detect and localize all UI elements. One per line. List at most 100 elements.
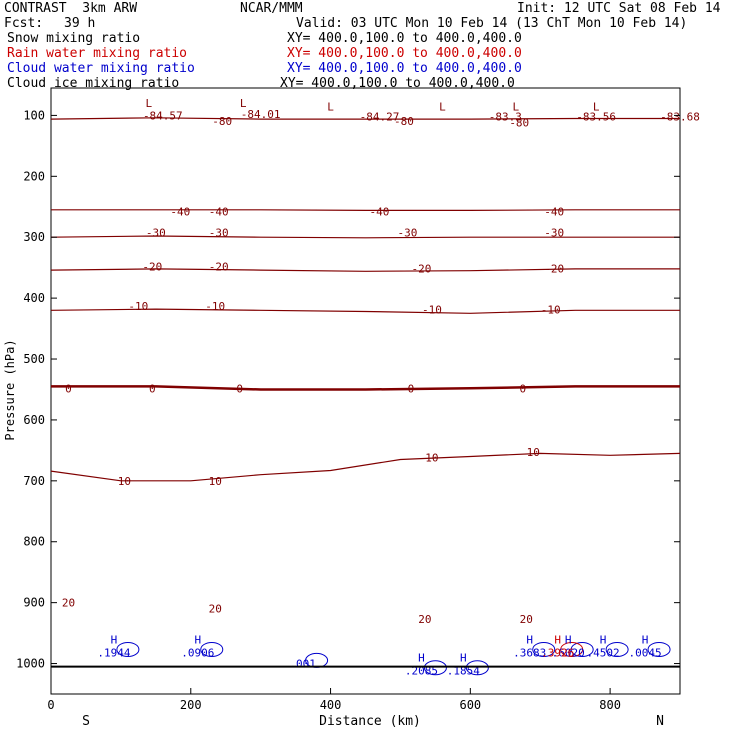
contour-label: 20 xyxy=(418,613,431,626)
contour-label: 0 xyxy=(519,382,526,395)
forecast-hours: 39 h xyxy=(64,16,96,31)
field-cloudwater-xy: XY= 400.0,100.0 to 400.0,400.0 xyxy=(287,61,522,76)
contour-label: -83.3 xyxy=(489,111,522,124)
y-axis-title: Pressure (hPa) xyxy=(3,339,17,440)
cloud-contour xyxy=(605,641,629,657)
cloud-contour xyxy=(465,660,489,676)
y-tick-label: 800 xyxy=(23,535,45,549)
isotherm-line xyxy=(50,268,680,272)
isotherm-line xyxy=(50,117,680,120)
cloud-contour xyxy=(116,641,140,657)
contour-label: -10 xyxy=(422,304,442,317)
cloud-max-marker: H xyxy=(642,633,649,646)
y-tick-label: 300 xyxy=(23,230,45,244)
y-tick-label: 200 xyxy=(23,169,45,183)
contour-label: -40 xyxy=(544,206,564,219)
init-time: Init: 12 UTC Sat 08 Feb 14 xyxy=(517,1,721,16)
model-title: CONTRAST 3km ARW xyxy=(4,1,138,16)
contour-label: -20 xyxy=(209,260,229,273)
isotherm-line xyxy=(50,452,681,482)
contour-label: 10 xyxy=(527,446,540,459)
contour-label: -80 xyxy=(509,117,529,130)
isotherm-line xyxy=(50,308,680,314)
low-marker: L xyxy=(593,100,600,113)
contour-label: 0 xyxy=(408,382,415,395)
contour-label: 20 xyxy=(62,597,75,610)
contour-label: -10 xyxy=(128,300,148,313)
contour-label: -84.57 xyxy=(143,109,183,122)
low-marker: L xyxy=(439,100,446,113)
y-tick-label: 400 xyxy=(23,291,45,305)
rain-max-value: .3926 xyxy=(541,646,574,659)
cloud-contour xyxy=(200,641,224,657)
y-tick-label: 100 xyxy=(23,108,45,122)
contour-label: 20 xyxy=(209,603,222,616)
contour-label: 10 xyxy=(425,452,438,465)
cloud-max-marker: H xyxy=(418,652,425,665)
contour-label: -83.68 xyxy=(660,111,700,124)
label-layer: -84.57 -84.01 -84.27 -83.3 -83.56 -83.68 -80 -8… xyxy=(62,97,700,677)
contour-label: -83.56 xyxy=(576,111,616,124)
cloud-max-marker: H xyxy=(460,652,467,665)
rain-contour xyxy=(560,641,584,657)
low-marker: L xyxy=(512,100,519,113)
isotherm-line xyxy=(51,209,680,211)
x-tick-label: 400 xyxy=(320,698,342,712)
contour-label: -30 xyxy=(397,226,417,239)
field-rain-name: Rain water mixing ratio xyxy=(7,46,188,61)
cloud-contour xyxy=(647,641,671,657)
cloud-max-value: .0906 xyxy=(181,646,214,659)
cloud-max-value: .3683 xyxy=(513,646,546,659)
field-cloudice-xy: XY= 400.0,100.0 to 400.0,400.0 xyxy=(280,76,515,91)
cloud-max-value: .1944 xyxy=(97,646,130,659)
south-end-label: S xyxy=(82,714,90,729)
contour-label: -10 xyxy=(205,300,225,313)
y-tick-label: 900 xyxy=(23,596,45,610)
y-tick-label: 500 xyxy=(23,352,45,366)
contour-label: 20 xyxy=(520,613,533,626)
contour-label: -84.01 xyxy=(241,108,281,121)
x-tick-label: 0 xyxy=(47,698,54,712)
valid-time: Valid: 03 UTC Mon 10 Feb 14 (13 ChT Mon … xyxy=(296,16,688,31)
cloud-max-marker: H xyxy=(565,633,572,646)
cloud-max-value: .4502 xyxy=(587,646,620,659)
contour-label: -80 xyxy=(394,115,414,128)
field-rain-xy: XY= 400.0,100.0 to 400.0,400.0 xyxy=(287,46,522,61)
contour-label: -30 xyxy=(146,226,166,239)
center-title: NCAR/MMM xyxy=(240,1,303,16)
cloud-contour xyxy=(570,641,594,657)
contour-label: 0 xyxy=(236,382,243,395)
contour-label: -20 xyxy=(142,260,162,273)
field-snow-name: Snow mixing ratio xyxy=(7,31,141,46)
y-tick-label: 600 xyxy=(23,413,45,427)
isotherm-layer xyxy=(50,117,681,482)
cloud-max-marker: H xyxy=(600,633,607,646)
field-cloudice-name: Cloud ice mixing ratio xyxy=(7,76,180,91)
contour-label: 0 xyxy=(149,382,156,395)
x-tick-label: 800 xyxy=(599,698,621,712)
cloud-contour xyxy=(532,641,556,657)
contour-label: 0 xyxy=(65,382,72,395)
contour-label: -80 xyxy=(212,115,232,128)
contour-label: -84.27 xyxy=(360,111,400,124)
cloud-max-value: .0045 xyxy=(628,646,661,659)
isotherm-line xyxy=(50,235,680,239)
x-tick-label: 600 xyxy=(459,698,481,712)
forecast-label: Fcst: xyxy=(4,16,44,31)
low-marker: L xyxy=(327,100,334,113)
x-tick-label: 200 xyxy=(180,698,202,712)
rain-max-marker: H xyxy=(554,633,561,646)
field-snow-xy: XY= 400.0,100.0 to 400.0,400.0 xyxy=(287,31,522,46)
cloud-layer xyxy=(116,641,671,676)
cloud-max-value: .001 xyxy=(289,657,316,670)
contour-label: -30 xyxy=(209,226,229,239)
low-marker: L xyxy=(240,97,247,110)
isotherm-line xyxy=(51,385,680,391)
cloud-max-value: .1854 xyxy=(447,665,480,678)
contour-label: -30 xyxy=(544,226,564,239)
plot-frame xyxy=(50,87,681,695)
contour-label: -20 xyxy=(544,262,564,275)
cloud-max-marker: H xyxy=(194,633,201,646)
